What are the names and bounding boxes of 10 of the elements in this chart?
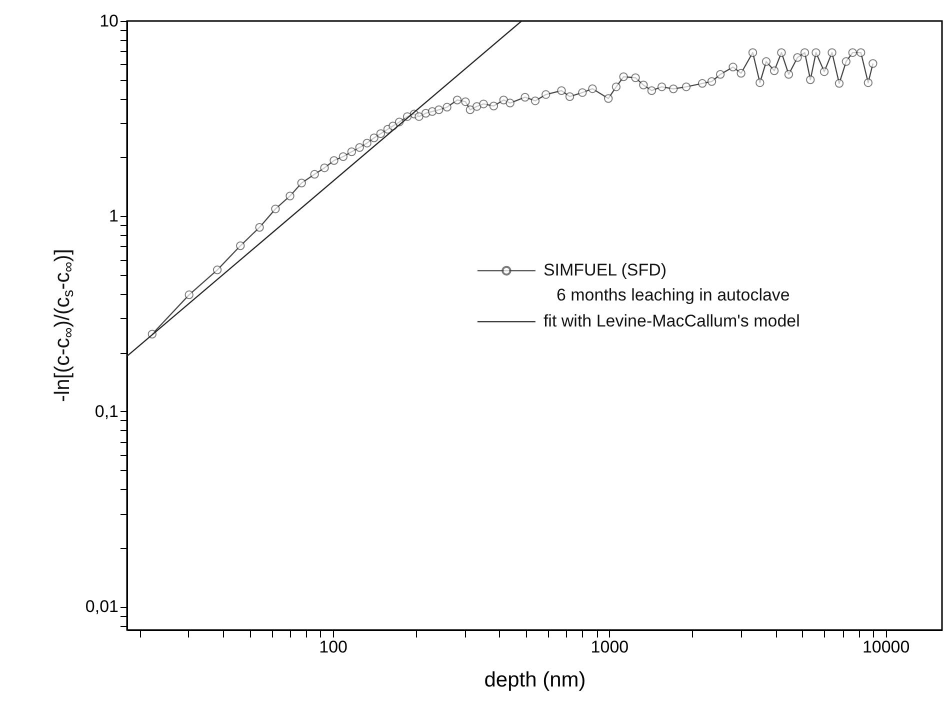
x-axis-title: depth (nm) (484, 668, 586, 692)
y-tick-label: 1 (109, 206, 118, 226)
y-axis-title: -ln[(c-c∞)/(cs-c∞)] (51, 248, 77, 402)
y-tick-label: 0,01 (85, 597, 118, 616)
y-tick-label: 0,1 (94, 402, 118, 421)
x-tick-label: 1000 (590, 638, 629, 656)
legend-label: fit with Levine-MacCallum's model (543, 312, 800, 331)
y-tick-label: 10 (100, 12, 118, 30)
x-tick-label: 100 (319, 638, 348, 656)
x-tick-label: 10000 (862, 638, 910, 656)
